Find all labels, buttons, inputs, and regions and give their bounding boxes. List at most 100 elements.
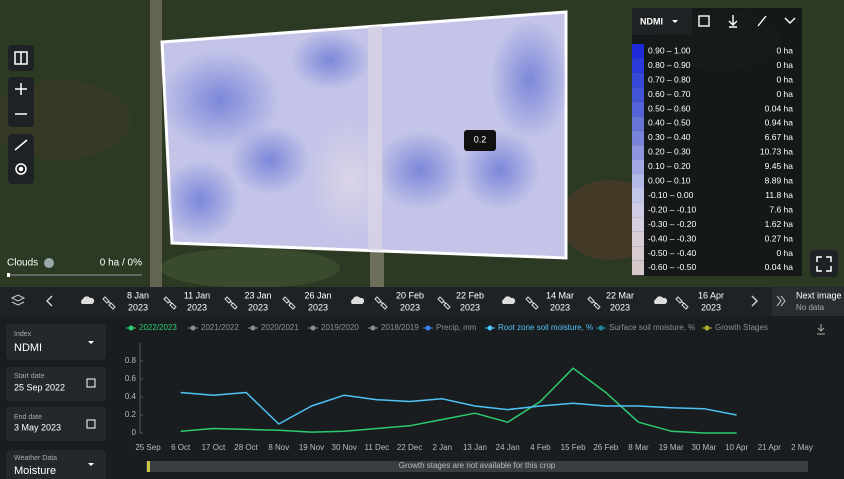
legend-range: -0.60 – -0.50 bbox=[648, 262, 696, 272]
legend-item[interactable]: Precip, mm bbox=[436, 323, 477, 332]
legend-swatch bbox=[632, 58, 644, 73]
timeline-year: 2023 bbox=[308, 302, 328, 312]
legend-area: 0 ha bbox=[776, 248, 793, 258]
legend-item[interactable]: 2020/2021 bbox=[261, 323, 299, 332]
legend-range: -0.20 – -0.10 bbox=[648, 204, 696, 214]
series-line bbox=[180, 367, 737, 434]
next-image[interactable]: Next image bbox=[796, 290, 842, 300]
legend-item[interactable]: 2021/2022 bbox=[201, 323, 239, 332]
legend-swatch bbox=[632, 101, 644, 117]
next-image-sub: No data bbox=[796, 303, 825, 312]
legend-item[interactable]: 2019/2020 bbox=[321, 323, 359, 332]
legend-range: 0.50 – 0.60 bbox=[648, 103, 691, 113]
index-field[interactable] bbox=[6, 324, 106, 360]
x-tick-label: 28 Oct bbox=[234, 443, 258, 452]
index-select[interactable]: NDMI bbox=[640, 16, 663, 26]
legend-item[interactable]: 2022/2023 bbox=[139, 323, 177, 332]
end-date-field[interactable] bbox=[6, 407, 106, 441]
growth-note: Growth stages are not available for this… bbox=[399, 461, 556, 470]
legend-swatch bbox=[632, 87, 644, 102]
control-icons bbox=[14, 51, 832, 272]
cloud-icon bbox=[502, 296, 516, 304]
x-tick-label: 21 Apr bbox=[758, 443, 781, 452]
legend-range: 0.80 – 0.90 bbox=[648, 60, 691, 70]
legend-range: 0.30 – 0.40 bbox=[648, 132, 691, 142]
legend-swatch bbox=[632, 260, 644, 276]
legend-swatch bbox=[632, 246, 644, 261]
x-tick-label: 15 Feb bbox=[561, 443, 586, 452]
field-value: 25 Sep 2022 bbox=[14, 382, 65, 392]
timeline-year: 2023 bbox=[610, 302, 630, 312]
x-tick-label: 17 Oct bbox=[202, 443, 226, 452]
x-tick-label: 13 Jan bbox=[463, 443, 487, 452]
legend-item[interactable]: Root zone soil moisture, % bbox=[498, 323, 593, 332]
legend-item[interactable]: Growth Stages bbox=[715, 323, 768, 332]
x-tick-label: 8 Nov bbox=[268, 443, 289, 452]
y-tick-label: 0.2 bbox=[125, 410, 137, 419]
timeline-year: 2023 bbox=[248, 302, 268, 312]
timeline-day[interactable]: 22 Mar bbox=[606, 290, 634, 300]
start-date-field[interactable] bbox=[6, 367, 106, 401]
satellite-icon bbox=[224, 296, 238, 310]
timeline-day[interactable]: 22 Feb bbox=[456, 290, 484, 300]
legend-swatch bbox=[632, 130, 644, 146]
x-tick-label: 19 Mar bbox=[659, 443, 684, 452]
legend-area: 7.6 ha bbox=[769, 204, 793, 214]
legend-swatch bbox=[632, 159, 644, 175]
timeline-day[interactable]: 16 Apr bbox=[698, 290, 724, 300]
legend-range: 0.00 – 0.10 bbox=[648, 176, 691, 186]
y-tick-label: 0 bbox=[132, 428, 137, 437]
legend-item[interactable]: Surface soil moisture, % bbox=[609, 323, 695, 332]
cloud-icon bbox=[81, 296, 95, 304]
clouds-label: Clouds bbox=[7, 258, 38, 269]
satellite-icon bbox=[102, 296, 116, 310]
field-value: 3 May 2023 bbox=[14, 422, 61, 432]
timeline-year: 2023 bbox=[187, 302, 207, 312]
legend-swatch bbox=[632, 188, 644, 203]
legend-swatch bbox=[632, 116, 644, 131]
timeline-day[interactable]: 14 Mar bbox=[546, 290, 574, 300]
timeline-day[interactable]: 11 Jan bbox=[184, 290, 210, 300]
legend-area: 6.67 ha bbox=[765, 132, 794, 142]
timeline-day[interactable]: 23 Jan bbox=[244, 290, 271, 300]
sidebar bbox=[6, 324, 106, 479]
timeline-year: 2023 bbox=[701, 302, 721, 312]
x-tick-label: 2 May bbox=[791, 443, 813, 452]
x-tick-label: 24 Jan bbox=[496, 443, 520, 452]
legend-item[interactable]: 2018/2019 bbox=[381, 323, 419, 332]
legend-range: 0.60 – 0.70 bbox=[648, 89, 691, 99]
y-tick-label: 0.8 bbox=[125, 356, 137, 365]
legend-range: -0.10 – 0.00 bbox=[648, 190, 694, 200]
field-label: Start date bbox=[14, 373, 44, 380]
timeline-year: 2023 bbox=[400, 302, 420, 312]
field-value: Moisture bbox=[14, 465, 56, 477]
timeline-year: 2023 bbox=[550, 302, 570, 312]
timeline-year: 2023 bbox=[460, 302, 480, 312]
x-tick-label: 2 Jan bbox=[433, 443, 453, 452]
weather-field[interactable] bbox=[6, 450, 106, 479]
x-tick-label: 8 Mar bbox=[628, 443, 649, 452]
timeline-day[interactable]: 20 Feb bbox=[396, 290, 424, 300]
legend-area: 0 ha bbox=[776, 74, 793, 84]
index-dropdown[interactable] bbox=[632, 8, 692, 35]
x-tick-label: 26 Feb bbox=[593, 443, 618, 452]
satellite-icon bbox=[437, 296, 451, 310]
timeline-day[interactable]: 26 Jan bbox=[304, 290, 331, 300]
x-tick-label: 11 Dec bbox=[365, 443, 390, 452]
legend-range: 0.40 – 0.50 bbox=[648, 118, 691, 128]
timeline-day[interactable]: 8 Jan bbox=[127, 290, 149, 300]
field-label: End date bbox=[14, 414, 42, 421]
legend-area: 11.8 ha bbox=[765, 190, 793, 200]
satellite-icon bbox=[525, 296, 539, 310]
satellite-icon bbox=[587, 296, 601, 310]
x-tick-label: 4 Feb bbox=[530, 443, 551, 452]
field-label: Index bbox=[14, 331, 32, 338]
legend-area: 0.04 ha bbox=[765, 103, 794, 113]
legend-swatch bbox=[632, 44, 644, 59]
legend-panel: NDMI 0.90 – 1.00 0 ha 0.80 – 0.90 0 ha 0.70 … bbox=[632, 8, 802, 276]
field-value: NDMI bbox=[14, 342, 42, 354]
legend-swatch bbox=[632, 145, 644, 160]
legend-range: 0.10 – 0.20 bbox=[648, 161, 691, 171]
x-tick-label: 10 Apr bbox=[725, 443, 748, 452]
